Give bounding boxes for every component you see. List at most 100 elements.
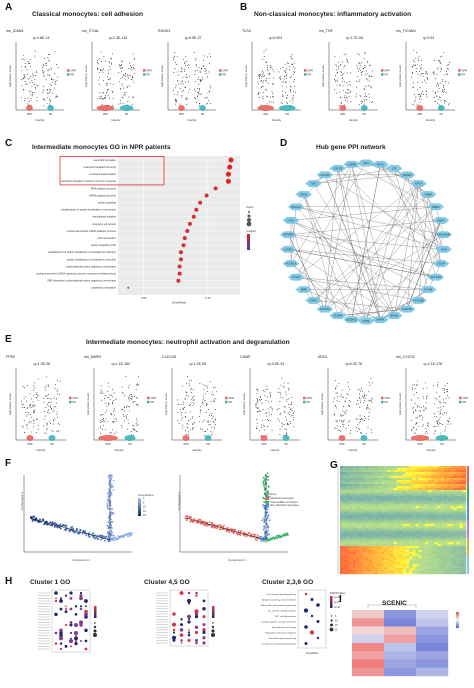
network-edge <box>313 183 395 316</box>
heatmap-cell <box>453 496 457 499</box>
point <box>356 65 358 67</box>
point <box>29 93 31 95</box>
heatmap-cell <box>377 498 382 501</box>
point <box>29 393 31 395</box>
point <box>103 419 105 421</box>
point <box>109 83 111 85</box>
point <box>181 96 183 98</box>
point <box>30 414 32 416</box>
heatmap-cell <box>425 568 429 571</box>
point <box>124 394 126 396</box>
heatmap-cell <box>450 492 454 495</box>
point <box>207 387 209 389</box>
heatmap-cell <box>421 554 426 557</box>
heatmap-cell <box>390 572 394 575</box>
heatmap-cell <box>371 558 375 561</box>
heatmap-cell <box>371 572 375 575</box>
point <box>121 84 123 86</box>
h2-dot <box>179 623 184 627</box>
point <box>185 56 187 58</box>
heatmap-cell <box>355 562 360 565</box>
point <box>181 417 183 418</box>
heatmap-cell <box>447 528 451 531</box>
heatmap-cell <box>358 558 363 561</box>
point <box>57 96 58 98</box>
heatmap-cell <box>462 532 467 535</box>
heatmap-cell <box>434 490 438 493</box>
heatmap-cell <box>431 560 435 563</box>
point <box>256 398 258 399</box>
point <box>97 68 99 70</box>
f2-cell <box>184 517 187 520</box>
heatmap-cell <box>421 542 426 545</box>
heatmap-cell <box>456 556 460 559</box>
heatmap-cell <box>415 520 419 523</box>
heatmap-cell <box>349 484 353 487</box>
heatmap-cell <box>352 530 356 533</box>
heatmap-cell <box>349 514 353 517</box>
heatmap-cell <box>362 542 366 545</box>
heatmap-cell <box>399 562 404 565</box>
point <box>110 78 111 80</box>
point <box>422 76 424 77</box>
point <box>267 96 269 98</box>
point <box>108 61 110 62</box>
h2-dot <box>179 628 184 632</box>
heatmap-cell <box>365 548 369 551</box>
point <box>291 397 293 398</box>
heatmap-cell <box>343 554 347 557</box>
heatmap-cell <box>418 532 423 535</box>
heatmap-cell <box>409 486 413 489</box>
heatmap-cell <box>421 552 426 555</box>
heatmap-cell <box>368 488 372 491</box>
point <box>126 74 128 76</box>
f1-cell <box>79 528 82 531</box>
heatmap-cell <box>358 568 363 571</box>
heatmap-cell <box>371 544 375 547</box>
point <box>412 71 414 73</box>
heatmap-cell <box>355 480 360 483</box>
network-edge <box>290 263 367 322</box>
point <box>26 415 27 417</box>
heatmap-cell <box>377 542 382 545</box>
heatmap-cell <box>384 474 388 477</box>
heatmap-cell <box>425 478 429 481</box>
heatmap-cell <box>406 540 410 543</box>
point <box>266 434 268 436</box>
point <box>347 425 349 427</box>
h2-dot <box>172 612 176 616</box>
point <box>28 101 30 103</box>
point <box>268 412 270 414</box>
heatmap-cell <box>443 476 448 479</box>
point <box>285 92 287 93</box>
legend-label: PR <box>385 73 389 77</box>
heatmap-cell <box>428 480 432 483</box>
point <box>178 74 180 76</box>
heatmap-cell <box>453 522 457 525</box>
heatmap-cell <box>406 466 410 469</box>
h1-dot <box>74 642 78 646</box>
point <box>47 89 49 91</box>
heatmap-cell <box>447 490 451 493</box>
heatmap-cell <box>456 522 460 525</box>
heatmap-cell <box>459 542 464 545</box>
point <box>192 399 194 401</box>
point <box>43 397 45 399</box>
f1-cell <box>49 521 52 524</box>
heatmap-cell <box>428 494 432 497</box>
point <box>256 399 258 401</box>
heatmap-cell <box>368 570 372 573</box>
heatmap-cell <box>428 550 432 553</box>
heatmap-cell <box>428 528 432 531</box>
point <box>49 99 50 101</box>
point <box>267 388 269 390</box>
heatmap-cell <box>437 478 441 481</box>
h3-dot <box>316 620 320 623</box>
point <box>119 65 121 67</box>
point <box>284 70 286 72</box>
heatmap-cell <box>346 482 350 485</box>
h3-dot <box>316 636 320 640</box>
legend-swatch <box>304 73 307 76</box>
heatmap-cell <box>409 522 413 525</box>
point <box>419 65 421 67</box>
